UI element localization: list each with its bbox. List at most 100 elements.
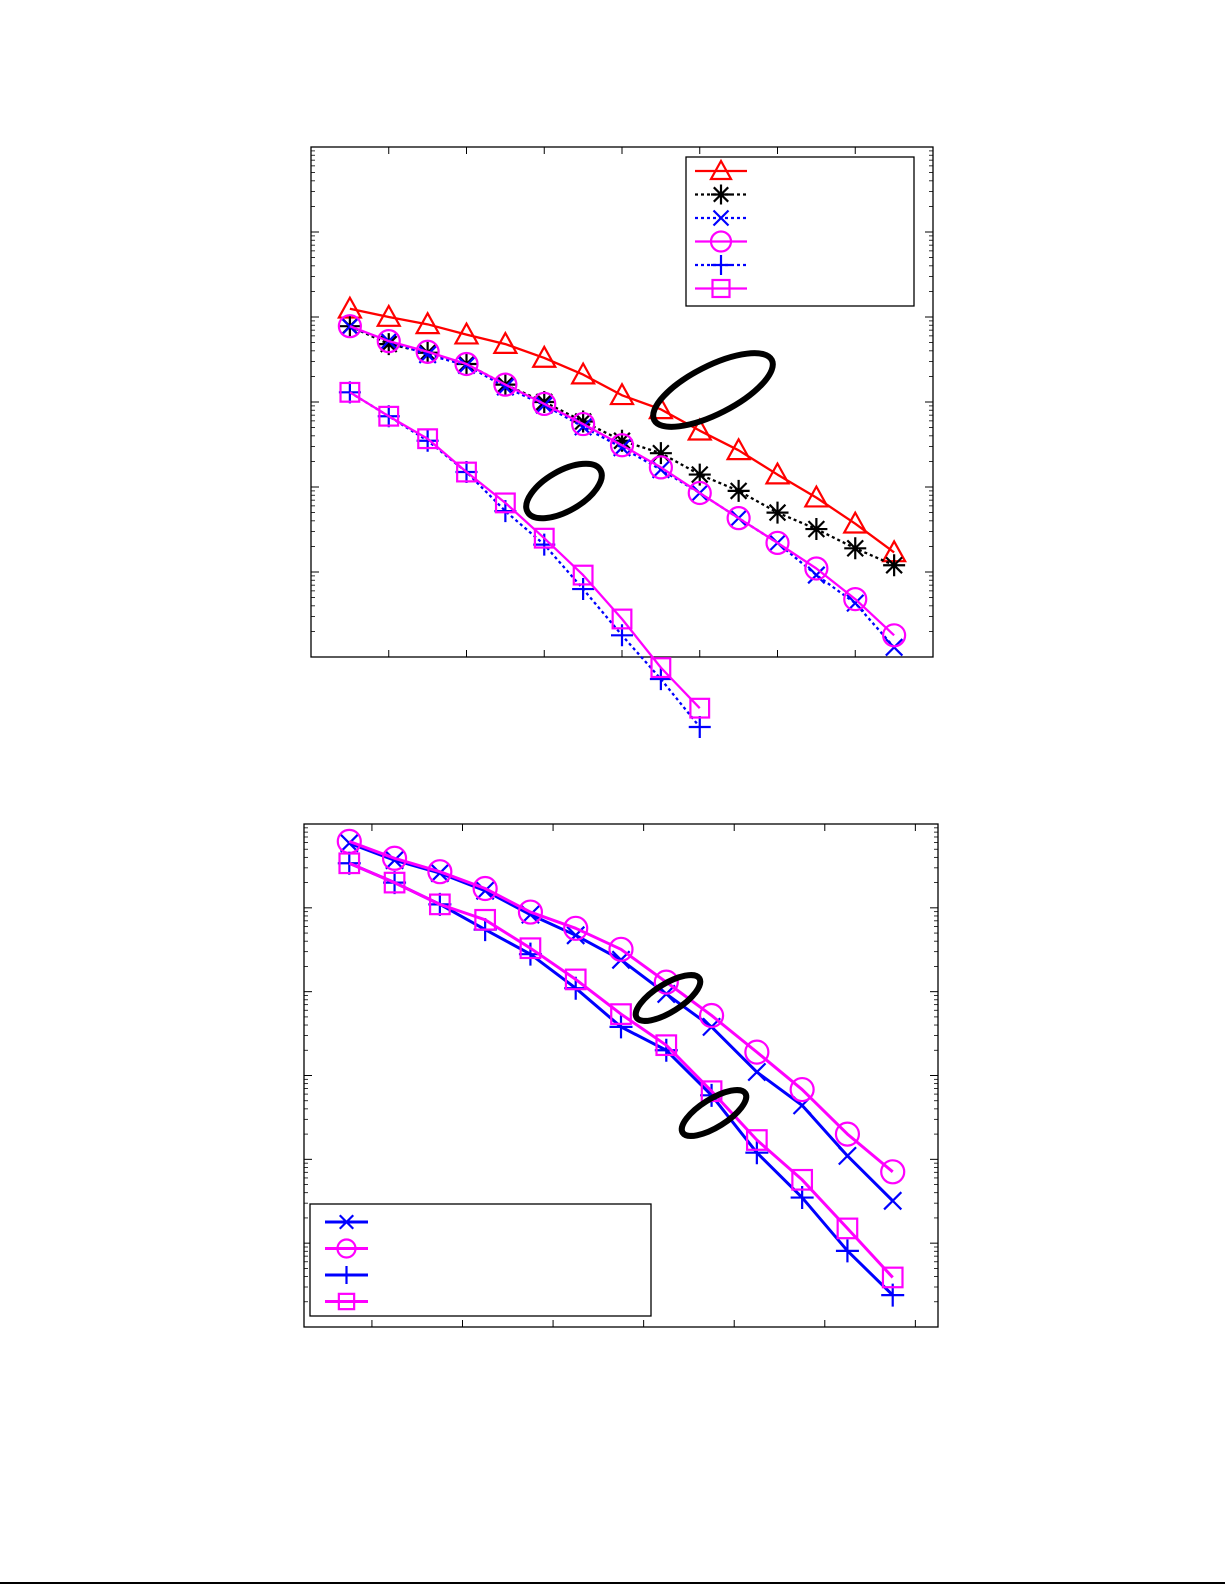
series-6-point <box>650 657 672 679</box>
series-2-point <box>883 554 906 577</box>
series-1-point <box>609 382 635 406</box>
series-2-point <box>649 442 672 465</box>
series-2-point <box>572 410 595 433</box>
series-2-point <box>744 1039 770 1065</box>
series-4-point <box>655 1034 678 1057</box>
series-4-point <box>337 314 362 339</box>
series-4-point <box>882 623 907 648</box>
series-4-point <box>745 1129 768 1151</box>
series-2-point <box>834 1121 861 1147</box>
series-1-line <box>349 307 895 554</box>
legend-marker-3 <box>712 209 730 227</box>
series-2-line <box>348 839 894 1173</box>
series-4 <box>338 852 904 1289</box>
series-2-point <box>533 391 556 413</box>
series-1-point <box>842 510 869 534</box>
series-3-point <box>807 566 826 585</box>
series-2-point <box>377 333 400 356</box>
legend-marker-3 <box>337 1266 356 1284</box>
series-4-point <box>532 391 557 416</box>
series-5-point <box>572 578 595 601</box>
series-2-point <box>608 936 634 962</box>
series-4-point <box>726 506 751 531</box>
series-5-point <box>649 668 672 691</box>
series-2-point <box>563 915 589 941</box>
series-2-point <box>381 845 408 871</box>
series-4-point <box>687 480 712 506</box>
series-4-point <box>791 1168 814 1191</box>
series-6-point <box>378 405 400 427</box>
series-5-line <box>349 391 701 728</box>
series-6-point <box>572 564 594 586</box>
series-6-point <box>689 697 711 719</box>
series-6-point <box>456 461 477 483</box>
series-1-point <box>339 833 359 853</box>
series-6-point <box>339 381 361 403</box>
series-1-point <box>453 321 480 345</box>
series-4-line <box>348 861 894 1279</box>
series-1-point <box>414 311 441 335</box>
series-4-line <box>349 325 895 637</box>
legend <box>685 156 915 307</box>
series-3 <box>340 317 904 657</box>
series-4-point <box>428 893 451 916</box>
series-5-point <box>688 716 711 739</box>
series-4-point <box>836 1217 859 1240</box>
top-chart <box>310 146 934 739</box>
series-1-point <box>747 1062 767 1082</box>
series-3-point <box>745 1141 769 1165</box>
series-2-point <box>517 899 544 925</box>
series-1-point <box>883 1191 903 1211</box>
series-6-point <box>533 527 555 549</box>
series-1-point <box>570 361 596 385</box>
series-6-line <box>349 391 701 709</box>
series-2-point <box>427 859 453 885</box>
annotation-ellipse <box>650 350 776 430</box>
annotation-ellipse <box>632 972 704 1024</box>
series-2-point <box>844 537 867 560</box>
bottom-chart <box>303 823 939 1328</box>
series-2-point <box>698 1002 725 1029</box>
series-4-point <box>843 586 868 612</box>
series-1-point <box>385 850 404 870</box>
legend-marker-2 <box>711 184 731 205</box>
series-4-point <box>571 411 596 437</box>
series-1-point <box>686 417 713 441</box>
series-4-point <box>454 351 479 377</box>
legend-marker-6 <box>711 278 731 299</box>
legend-marker-4 <box>709 230 733 253</box>
series-4-point <box>804 556 829 581</box>
series-4-point <box>383 871 406 894</box>
series-4-point <box>415 339 440 364</box>
series-5 <box>338 381 711 739</box>
series-2-point <box>688 463 711 486</box>
series-6-point <box>611 608 633 630</box>
series-2 <box>336 828 906 1185</box>
series-6-point <box>417 428 439 450</box>
series-6 <box>339 381 711 719</box>
legend <box>309 1203 652 1317</box>
annotation-ellipses <box>523 350 776 1139</box>
series-4-point <box>765 530 790 555</box>
annotation-ellipse <box>678 1087 750 1139</box>
series-1-point <box>725 437 752 461</box>
series-2-point <box>727 479 750 502</box>
series-6-point <box>494 492 516 514</box>
series-3-point <box>654 1038 678 1062</box>
legend-marker-2 <box>336 1238 357 1259</box>
series-1-point <box>838 1146 857 1166</box>
annotation-ellipse <box>523 460 605 522</box>
series-4-point <box>881 1266 904 1289</box>
series-1-point <box>803 484 830 508</box>
series-4-point <box>493 372 518 397</box>
series-3-point <box>835 1239 859 1263</box>
series-4-point <box>610 1003 632 1025</box>
series-4-point <box>609 433 635 458</box>
series-1-point <box>531 344 558 368</box>
series-4-point <box>338 852 361 875</box>
series-2-point <box>472 875 498 902</box>
series-2-point <box>805 518 828 541</box>
series-2-point <box>766 501 789 524</box>
legend-marker-1 <box>338 1214 355 1230</box>
